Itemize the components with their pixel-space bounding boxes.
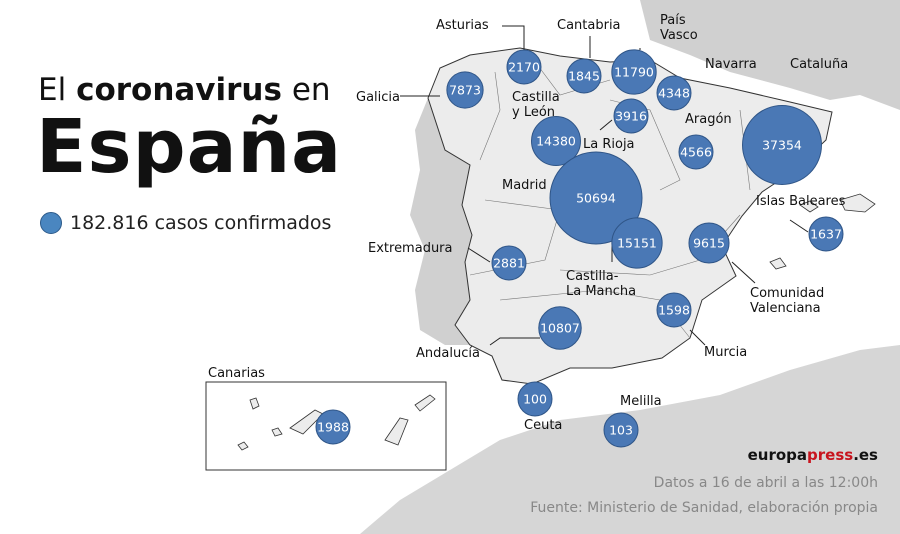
bubble-canarias (315, 409, 351, 445)
bubble-value-melilla: 103 (609, 423, 633, 438)
bubble-madrid (549, 151, 643, 245)
legend-label: 182.816 casos confirmados (70, 212, 332, 234)
bubble-comunidad-valenciana (688, 222, 730, 264)
bubble-la-rioja (613, 98, 649, 134)
canary-islands (237, 394, 436, 451)
france-landmass (640, 0, 900, 110)
bubble-value-castilla-la-mancha: 15151 (617, 236, 657, 251)
bubble-value-extremadura: 2881 (493, 256, 525, 271)
bubble-extremadura (491, 245, 527, 281)
portugal-landmass (410, 98, 472, 345)
bubble-value-islas-baleares: 1637 (810, 227, 842, 242)
bubble-castilla-la-mancha (611, 217, 663, 269)
region-label-andalucia: Andalucía (416, 346, 480, 361)
brand-logo: europapress.es (747, 446, 878, 464)
balearic-islands (769, 193, 876, 270)
bubble-value-andalucia: 10807 (540, 321, 580, 336)
region-label-navarra: Navarra (705, 57, 757, 72)
date-note: Datos a 16 de abril a las 12:00h (653, 475, 878, 491)
region-label-islas-baleares: Islas Baleares (756, 194, 846, 209)
region-label-galicia: Galicia (356, 90, 400, 105)
bubble-value-murcia: 1598 (658, 303, 690, 318)
bubble-value-aragon: 4566 (680, 145, 712, 160)
bubble-cantabria (566, 58, 602, 94)
region-label-castilla-y-leon: Castilla y León (512, 90, 560, 120)
bubble-castilla-y-leon (531, 116, 581, 166)
bubble-value-asturias: 2170 (508, 60, 540, 75)
page-title: España (36, 104, 343, 190)
bubble-value-madrid: 50694 (576, 191, 616, 206)
legend: 182.816 casos confirmados (40, 212, 331, 234)
region-label-castilla-la-mancha: Castilla-La Mancha (566, 269, 636, 299)
region-label-ceuta: Ceuta (524, 418, 562, 433)
region-label-murcia: Murcia (704, 345, 747, 360)
title-line1: El coronavirus en (38, 72, 331, 108)
title-suffix: en (291, 72, 331, 108)
bubble-islas-baleares (808, 216, 844, 252)
region-label-la-rioja: La Rioja (583, 137, 635, 152)
bubble-value-pais-vasco: 11790 (614, 65, 654, 80)
bubble-cataluna (742, 105, 822, 185)
region-label-cantabria: Cantabria (557, 18, 621, 33)
bubble-value-ceuta: 100 (523, 392, 547, 407)
bubble-value-galicia: 7873 (449, 83, 481, 98)
region-label-madrid: Madrid (502, 178, 547, 193)
bubble-ceuta (517, 381, 553, 417)
region-label-comunidad-valenciana: Comunidad Valenciana (750, 286, 824, 316)
bubble-legend-icon (40, 212, 62, 234)
bubble-navarra (656, 75, 692, 111)
region-label-pais-vasco: País Vasco (660, 13, 698, 43)
region-label-aragon: Aragón (685, 112, 732, 127)
region-label-asturias: Asturias (436, 18, 489, 33)
bubble-value-canarias: 1988 (317, 420, 349, 435)
bubble-melilla (603, 412, 639, 448)
title-bold: coronavirus (76, 72, 282, 108)
bubble-value-cantabria: 1845 (568, 69, 600, 84)
leader-lines (400, 25, 809, 346)
bubble-value-cataluna: 37354 (762, 138, 802, 153)
canarias-inset-label: Canarias (208, 366, 265, 381)
bubble-asturias (506, 49, 542, 85)
bubble-pais-vasco (611, 49, 657, 95)
bubble-value-la-rioja: 3916 (615, 109, 647, 124)
region-label-extremadura: Extremadura (368, 241, 453, 256)
bubble-andalucia (538, 306, 582, 350)
bubble-galicia (446, 71, 484, 109)
bubble-value-comunidad-valenciana: 9615 (693, 236, 725, 251)
region-label-melilla: Melilla (620, 394, 662, 409)
bubble-aragon (678, 134, 714, 170)
bubble-value-castilla-y-leon: 14380 (536, 134, 576, 149)
title-prefix: El (38, 72, 67, 108)
bubble-murcia (656, 292, 692, 328)
bubble-value-navarra: 4348 (658, 86, 690, 101)
region-label-cataluna: Cataluña (790, 57, 848, 72)
source-note: Fuente: Ministerio de Sanidad, elaboraci… (530, 500, 878, 516)
